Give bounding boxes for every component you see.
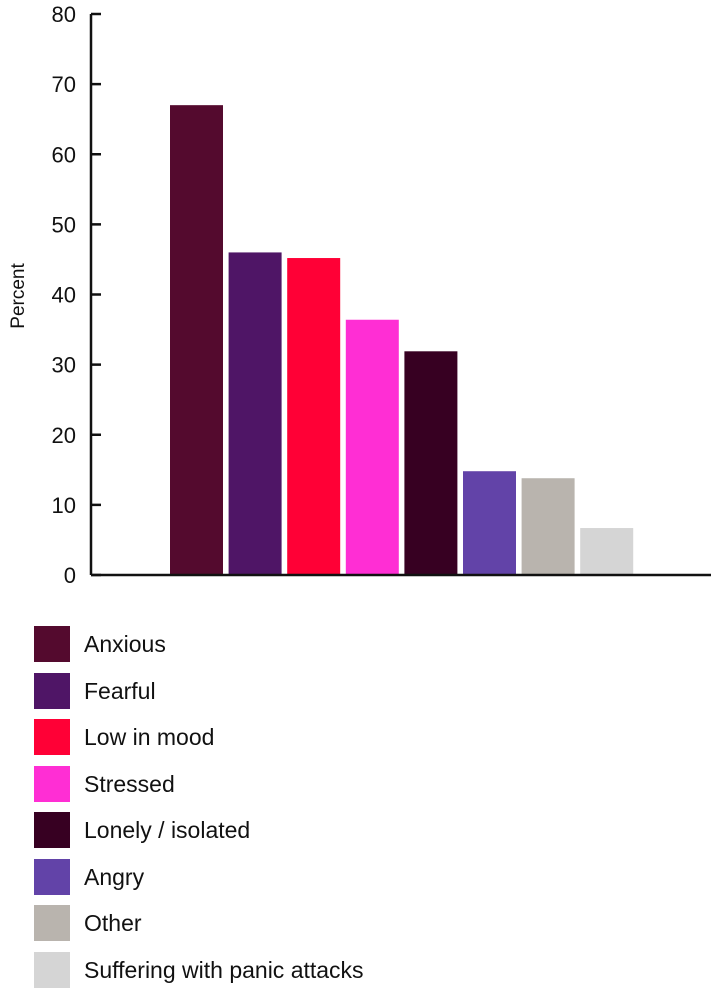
bar	[170, 105, 223, 575]
legend-swatch	[34, 859, 70, 895]
y-axis-ticks: 0 10 20 30 40 50 60 70 80	[52, 2, 101, 588]
bar	[346, 320, 399, 575]
y-tick-label: 30	[52, 353, 76, 378]
bar	[463, 471, 516, 575]
legend-label: Lonely / isolated	[84, 812, 250, 848]
legend-label: Other	[84, 905, 142, 941]
bar-chart: Percent 0 10 20 30 40 50 60 70 80	[0, 0, 711, 610]
legend-item: Stressed	[34, 766, 364, 813]
bar	[522, 478, 575, 575]
legend-swatch	[34, 766, 70, 802]
legend-swatch	[34, 626, 70, 662]
y-tick-label: 80	[52, 2, 76, 27]
y-tick-label: 20	[52, 423, 76, 448]
y-tick-label: 10	[52, 493, 76, 518]
legend-label: Suffering with panic attacks	[84, 952, 364, 988]
legend-swatch	[34, 952, 70, 988]
y-tick-label: 0	[64, 563, 76, 588]
legend-item: Anxious	[34, 626, 364, 673]
legend-item: Other	[34, 905, 364, 952]
legend-item: Suffering with panic attacks	[34, 952, 364, 998]
legend-label: Angry	[84, 859, 144, 895]
legend-item: Lonely / isolated	[34, 812, 364, 859]
legend-swatch	[34, 905, 70, 941]
bar	[287, 258, 340, 575]
legend-swatch	[34, 719, 70, 755]
y-tick-label: 60	[52, 142, 76, 167]
bar	[229, 252, 282, 575]
legend-label: Low in mood	[84, 719, 214, 755]
y-tick-label: 50	[52, 212, 76, 237]
legend-swatch	[34, 673, 70, 709]
bar	[580, 528, 633, 575]
legend: Anxious Fearful Low in mood Stressed Lonely …	[34, 626, 364, 998]
y-axis-label: Percent	[8, 263, 29, 329]
legend-item: Low in mood	[34, 719, 364, 766]
bars	[170, 105, 633, 575]
legend-label: Fearful	[84, 673, 156, 709]
legend-label: Stressed	[84, 766, 175, 802]
legend-item: Fearful	[34, 673, 364, 720]
legend-item: Angry	[34, 859, 364, 906]
y-tick-label: 40	[52, 283, 76, 308]
legend-swatch	[34, 812, 70, 848]
bar	[404, 351, 457, 575]
legend-label: Anxious	[84, 626, 166, 662]
y-tick-label: 70	[52, 72, 76, 97]
